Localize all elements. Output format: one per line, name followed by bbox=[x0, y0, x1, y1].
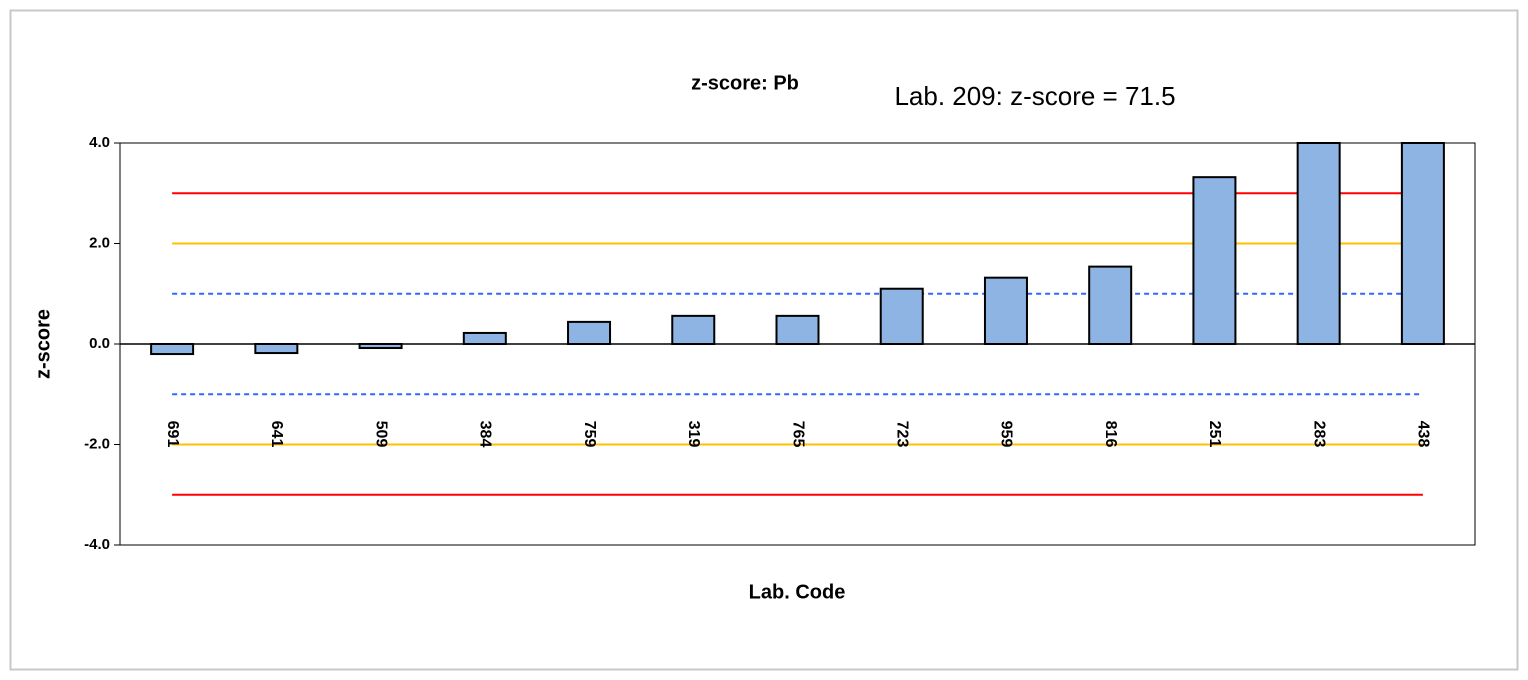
x-tick-label: 438 bbox=[1415, 421, 1432, 448]
bar bbox=[775, 314, 820, 345]
bar bbox=[1400, 142, 1445, 345]
bar bbox=[150, 343, 195, 356]
x-tick-label: 641 bbox=[268, 421, 285, 448]
x-tick-label: 759 bbox=[581, 421, 598, 448]
x-tick-label: 723 bbox=[893, 421, 910, 448]
bar bbox=[254, 343, 299, 355]
bar bbox=[567, 320, 612, 346]
y-tick-label: -2.0 bbox=[84, 435, 110, 452]
x-tick-label: 384 bbox=[477, 421, 494, 448]
bar bbox=[1296, 142, 1341, 345]
x-axis-label: Lab. Code bbox=[749, 581, 846, 603]
bar bbox=[1088, 265, 1133, 345]
x-tick-label: 283 bbox=[1310, 421, 1327, 448]
bar bbox=[462, 331, 507, 346]
y-tick-label: 2.0 bbox=[89, 234, 110, 251]
x-tick-label: 691 bbox=[164, 421, 181, 448]
x-tick-label: 251 bbox=[1206, 421, 1223, 448]
bar bbox=[1192, 176, 1237, 345]
x-tick-label: 509 bbox=[372, 421, 389, 448]
y-tick-label: 4.0 bbox=[89, 134, 110, 151]
y-tick-label: 0.0 bbox=[89, 335, 110, 352]
x-tick-label: 959 bbox=[998, 421, 1015, 448]
bar bbox=[879, 287, 924, 346]
y-tick-label: -4.0 bbox=[84, 536, 110, 553]
y-axis-label: z-score bbox=[32, 309, 54, 379]
bar bbox=[983, 276, 1028, 346]
x-tick-label: 319 bbox=[685, 421, 702, 448]
x-tick-label: 816 bbox=[1102, 421, 1119, 448]
x-tick-label: 765 bbox=[789, 421, 806, 448]
annotation: Lab. 209: z-score = 71.5 bbox=[894, 81, 1175, 111]
bar bbox=[671, 314, 716, 345]
chart-title: z-score: Pb bbox=[691, 72, 799, 94]
